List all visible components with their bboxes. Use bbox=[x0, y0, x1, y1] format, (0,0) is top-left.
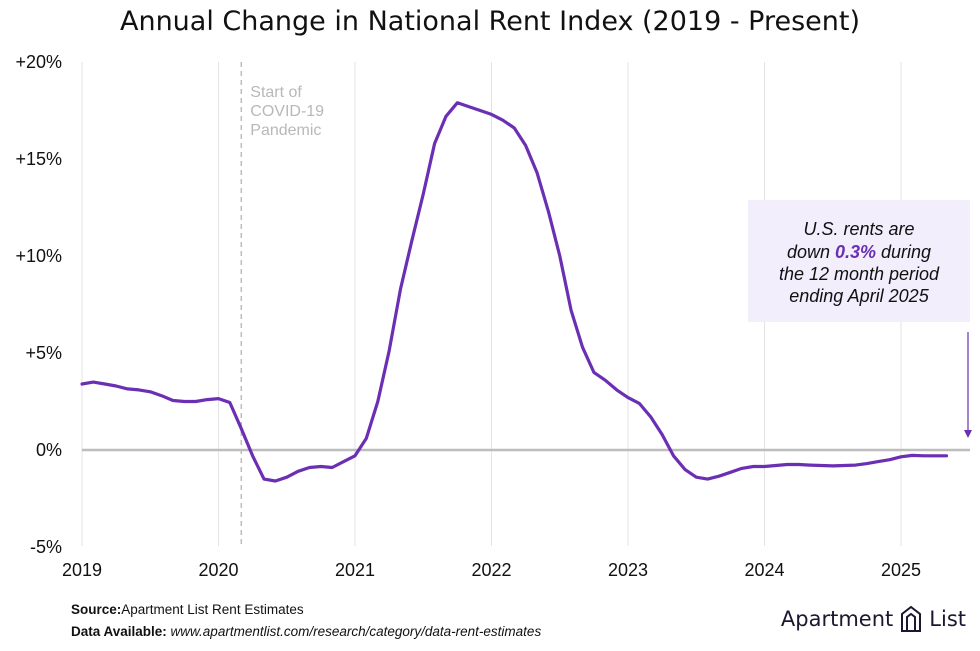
series-layer bbox=[80, 101, 949, 483]
apartment-list-logo: Apartment List bbox=[781, 605, 966, 633]
source-text: Apartment List Rent Estimates bbox=[121, 602, 304, 617]
data-available-note: Data Available: www.apartmentlist.com/re… bbox=[71, 624, 541, 639]
source-note: Source:Apartment List Rent Estimates bbox=[71, 602, 304, 617]
y-tick-label: +5% bbox=[25, 343, 62, 363]
annotation-line: down 0.3% during bbox=[787, 242, 931, 262]
annotation-line: U.S. rents are bbox=[803, 219, 914, 239]
annotation-line: the 12 month period bbox=[779, 264, 940, 284]
rent-index-chart: Start of COVID-19 Pandemic 2019 2020 2021 202… bbox=[15, 52, 972, 580]
annotation-arrowhead bbox=[964, 430, 972, 438]
logo-text-right: List bbox=[929, 607, 966, 631]
x-tick-label: 2022 bbox=[471, 560, 511, 580]
logo-mark-icon bbox=[901, 605, 922, 632]
x-tick-label: 2021 bbox=[335, 560, 375, 580]
rent-change-line bbox=[80, 101, 949, 483]
logo-text-left: Apartment bbox=[780, 607, 894, 631]
x-tick-label: 2023 bbox=[608, 560, 648, 580]
axis-labels: 2019 2020 2021 2022 2023 2024 2025 -5% 0% +5% +10%… bbox=[15, 52, 921, 580]
x-tick-label: 2020 bbox=[198, 560, 238, 580]
annotation-box bbox=[748, 200, 970, 322]
chart-title: Annual Change in National Rent Index (20… bbox=[119, 6, 861, 37]
y-tick-label: 0% bbox=[36, 440, 62, 460]
annotation-line: ending April 2025 bbox=[789, 286, 929, 306]
annotation-highlight: 0.3% bbox=[835, 242, 876, 262]
data-available-label: Data Available: bbox=[71, 624, 171, 639]
x-tick-label: 2025 bbox=[881, 560, 921, 580]
y-tick-label: +10% bbox=[15, 246, 62, 266]
y-tick-label: +15% bbox=[15, 149, 62, 169]
covid-label: COVID-19 bbox=[250, 103, 324, 120]
y-tick-label: -5% bbox=[30, 537, 62, 557]
data-available-link[interactable]: www.apartmentlist.com/research/category/… bbox=[170, 624, 542, 639]
reference-lines: Start of COVID-19 Pandemic bbox=[82, 62, 970, 546]
x-tick-label: 2019 bbox=[62, 560, 102, 580]
y-tick-label: +20% bbox=[15, 52, 62, 72]
covid-label: Pandemic bbox=[250, 122, 321, 139]
x-tick-label: 2024 bbox=[744, 560, 784, 580]
covid-label: Start of bbox=[250, 84, 302, 101]
source-label: Source: bbox=[71, 602, 122, 617]
